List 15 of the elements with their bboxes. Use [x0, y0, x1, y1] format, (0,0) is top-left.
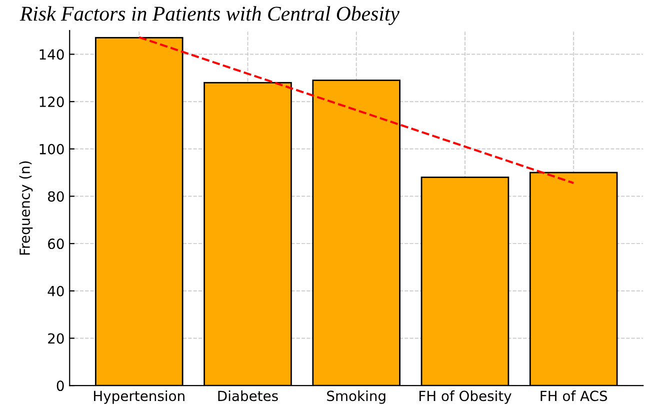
x-tick-label: Hypertension: [94, 390, 184, 404]
y-tick-label: 0: [56, 380, 64, 392]
y-tick-label: 80: [48, 191, 64, 202]
x-tick-label: FH of Obesity: [419, 390, 512, 404]
y-axis-title: Frequency (n): [19, 161, 33, 255]
y-tick-label: 60: [48, 238, 64, 250]
x-tick-label: Diabetes: [218, 390, 278, 402]
x-tick-label: Smoking: [327, 390, 386, 404]
chart-title: Risk Factors in Patients with Central Obesity: [20, 6, 400, 26]
y-tick-label: 40: [48, 286, 64, 296]
y-tick-label: 100: [40, 144, 64, 154]
y-tick-label: 120: [40, 96, 64, 108]
y-tick-label: 140: [40, 49, 64, 60]
x-tick-label: FH of ACS: [540, 390, 608, 402]
y-tick-label: 20: [48, 333, 64, 344]
